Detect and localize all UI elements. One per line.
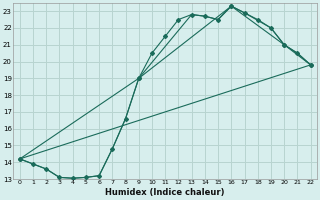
X-axis label: Humidex (Indice chaleur): Humidex (Indice chaleur) bbox=[106, 188, 225, 197]
